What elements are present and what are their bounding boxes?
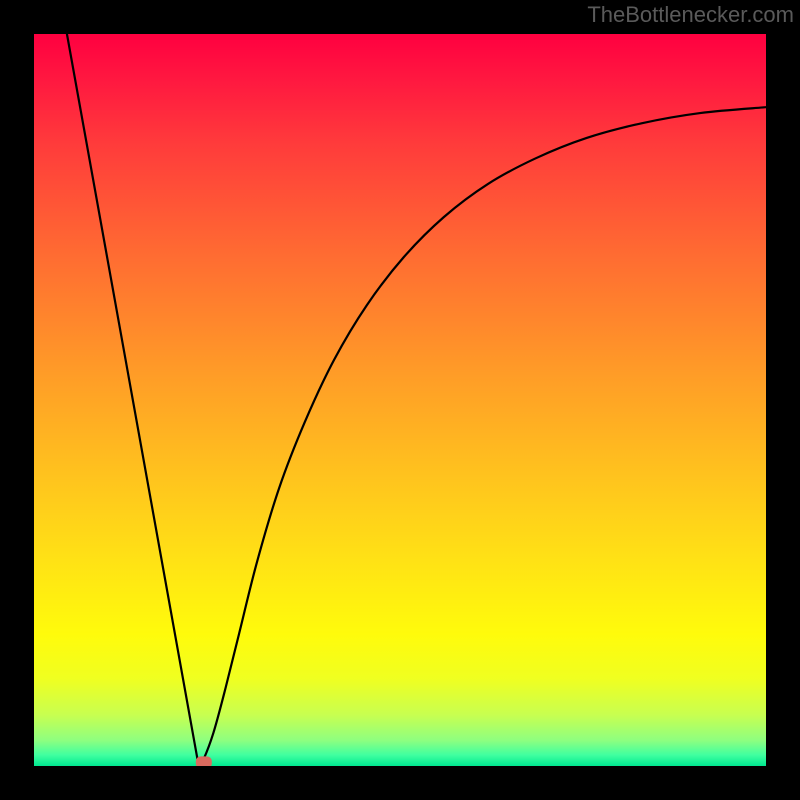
chart-svg: [0, 0, 800, 800]
chart-container: TheBottlenecker.com: [0, 0, 800, 800]
watermark-text: TheBottlenecker.com: [587, 2, 794, 28]
chart-background-gradient: [34, 34, 766, 766]
